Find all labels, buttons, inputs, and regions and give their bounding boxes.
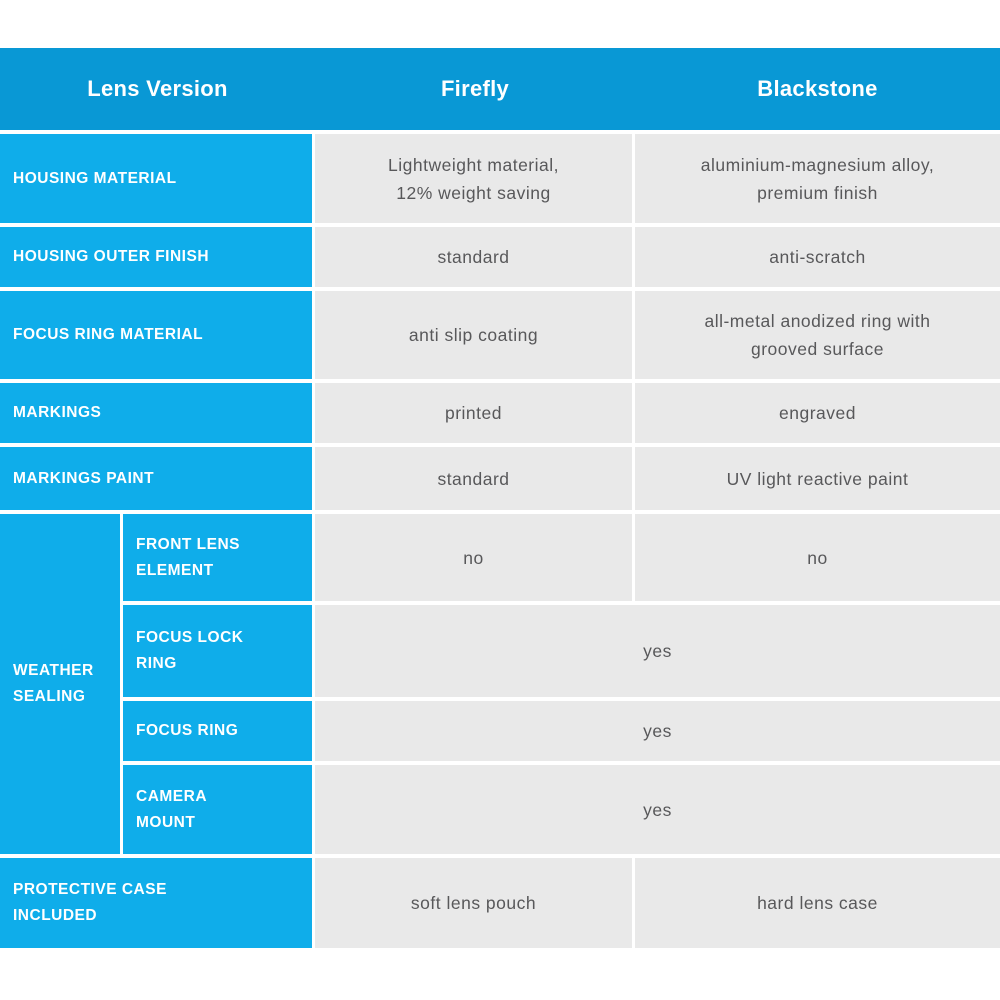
weather-sealing-subrows: FRONT LENS ELEMENT no no FOCUS LOCK RING…: [123, 514, 1000, 854]
header-firefly: Firefly: [440, 76, 510, 101]
firefly-value-protective-case-included: soft lens pouch: [315, 858, 635, 948]
row-label-markings-paint: MARKINGS PAINT: [0, 447, 315, 510]
firefly-value-markings: printed: [315, 383, 635, 443]
blackstone-value-focus-ring-material: all-metal anodized ring with grooved sur…: [635, 291, 1000, 379]
merged-value-focus-lock-ring: yes: [315, 605, 1000, 697]
header-blackstone: Blackstone: [757, 76, 878, 101]
table-subrow-focus-lock-ring: FOCUS LOCK RING yes: [123, 605, 1000, 697]
table-row-markings-paint: MARKINGS PAINT standard UV light reactiv…: [0, 447, 1000, 510]
lens-comparison-table: Lens Version Firefly Blackstone HOUSING …: [0, 48, 1000, 948]
table-row-markings: MARKINGS printed engraved: [0, 383, 1000, 443]
merged-value-camera-mount: yes: [315, 765, 1000, 854]
row-label-protective-case-included: PROTECTIVE CASE INCLUDED: [0, 858, 315, 948]
table-subrow-focus-ring: FOCUS RING yes: [123, 701, 1000, 761]
table-row-protective-case-included: PROTECTIVE CASE INCLUDED soft lens pouch…: [0, 858, 1000, 948]
row-label-markings: MARKINGS: [0, 383, 315, 443]
table-row-housing-outer-finish: HOUSING OUTER FINISH standard anti-scrat…: [0, 227, 1000, 287]
blackstone-value-markings-paint: UV light reactive paint: [635, 447, 1000, 510]
subrow-label-camera-mount: CAMERA MOUNT: [123, 765, 315, 854]
blackstone-value-markings: engraved: [635, 383, 1000, 443]
blackstone-value-protective-case-included: hard lens case: [635, 858, 1000, 948]
row-label-weather-sealing: WEATHER SEALING: [0, 514, 123, 854]
row-label-focus-ring-material: FOCUS RING MATERIAL: [0, 291, 315, 379]
row-label-housing-material: HOUSING MATERIAL: [0, 134, 315, 223]
header-lens-version: Lens Version: [87, 76, 228, 101]
firefly-value-front-lens-element: no: [315, 514, 635, 601]
subrow-label-front-lens-element: FRONT LENS ELEMENT: [123, 514, 315, 601]
table-row-focus-ring-material: FOCUS RING MATERIAL anti slip coating al…: [0, 291, 1000, 379]
firefly-value-focus-ring-material: anti slip coating: [315, 291, 635, 379]
subrow-label-focus-ring: FOCUS RING: [123, 701, 315, 761]
subrow-label-focus-lock-ring: FOCUS LOCK RING: [123, 605, 315, 697]
firefly-value-housing-outer-finish: standard: [315, 227, 635, 287]
firefly-value-housing-material: Lightweight material, 12% weight saving: [315, 134, 635, 223]
firefly-value-markings-paint: standard: [315, 447, 635, 510]
table-header-row: Lens Version Firefly Blackstone: [0, 48, 1000, 130]
blackstone-value-housing-outer-finish: anti-scratch: [635, 227, 1000, 287]
merged-value-focus-ring: yes: [315, 701, 1000, 761]
blackstone-value-housing-material: aluminium-magnesium alloy, premium finis…: [635, 134, 1000, 223]
table-subrow-camera-mount: CAMERA MOUNT yes: [123, 765, 1000, 854]
table-subrow-front-lens-element: FRONT LENS ELEMENT no no: [123, 514, 1000, 601]
blackstone-value-front-lens-element: no: [635, 514, 1000, 601]
table-row-housing-material: HOUSING MATERIAL Lightweight material, 1…: [0, 134, 1000, 223]
row-label-housing-outer-finish: HOUSING OUTER FINISH: [0, 227, 315, 287]
table-row-group-weather-sealing: WEATHER SEALING FRONT LENS ELEMENT no no…: [0, 514, 1000, 854]
